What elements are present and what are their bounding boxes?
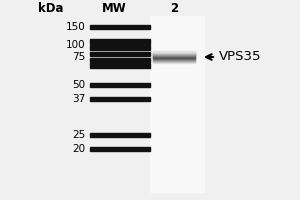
Bar [90, 45, 150, 50]
Bar [153, 55, 195, 56]
Bar [153, 51, 195, 52]
Bar [90, 58, 150, 62]
Bar [153, 59, 195, 60]
Bar [153, 56, 195, 57]
Bar [153, 58, 195, 59]
Text: kDa: kDa [38, 2, 64, 16]
Bar [153, 53, 195, 54]
Bar [90, 39, 150, 44]
Text: 20: 20 [72, 144, 86, 154]
Text: 25: 25 [72, 130, 86, 140]
Bar [153, 53, 195, 54]
Text: 2: 2 [170, 2, 178, 16]
Text: 75: 75 [72, 52, 86, 62]
Bar [153, 60, 195, 61]
Bar [153, 60, 195, 61]
Bar [150, 16, 204, 192]
Text: 150: 150 [66, 22, 86, 32]
Text: 50: 50 [72, 80, 86, 90]
Bar [153, 61, 195, 62]
Bar [90, 52, 150, 56]
Text: MW: MW [102, 2, 126, 16]
Bar [153, 61, 195, 62]
Bar [90, 97, 150, 101]
Bar [153, 52, 195, 53]
Bar [153, 57, 195, 58]
Bar [153, 52, 195, 53]
Bar [153, 58, 195, 59]
Text: VPS35: VPS35 [219, 50, 262, 64]
Bar [153, 55, 195, 56]
Bar [90, 25, 150, 29]
Bar [153, 54, 195, 55]
Bar [153, 57, 195, 58]
Text: 37: 37 [72, 94, 86, 104]
Text: 100: 100 [66, 40, 86, 50]
Bar [90, 133, 150, 137]
Bar [90, 63, 150, 68]
Bar [153, 54, 195, 55]
Bar [90, 147, 150, 151]
Bar [90, 83, 150, 87]
